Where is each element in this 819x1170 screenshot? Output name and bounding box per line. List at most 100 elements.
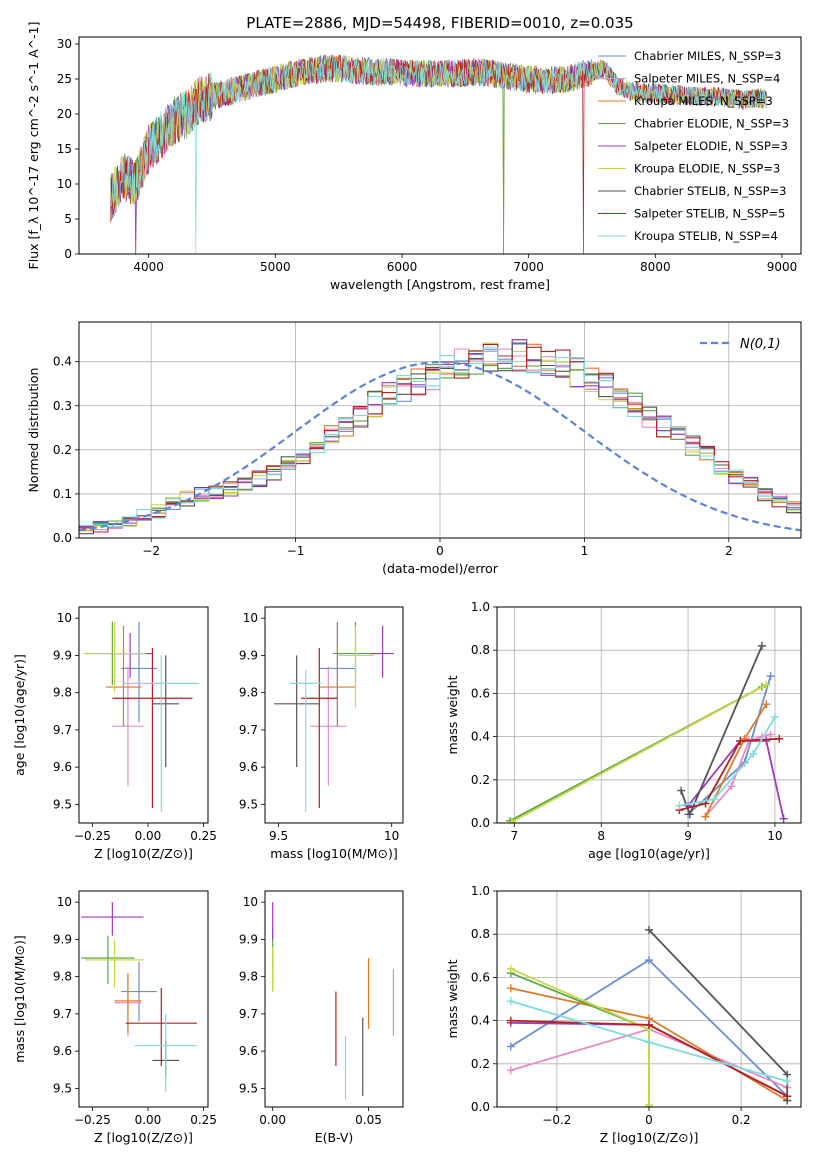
data-point-marker	[675, 801, 684, 810]
data-point-marker	[736, 736, 745, 745]
data-point-marker	[779, 814, 788, 823]
y-axis-label: age [log10(age/yr)]	[12, 654, 27, 776]
legend-entry: Chabrier MILES, N_SSP=3	[634, 49, 781, 63]
y-tick-label: 0.4	[471, 1014, 490, 1028]
y-tick-label: 9.7	[239, 723, 258, 737]
data-point-marker	[762, 736, 771, 745]
legend-entry: Kroupa STELIB, N_SSP=4	[634, 229, 778, 243]
legend-entry: Salpeter MILES, N_SSP=4	[634, 72, 780, 86]
spectrum-series-line	[110, 54, 767, 254]
mass-weight-line	[511, 684, 767, 823]
y-tick-label: 0.6	[471, 970, 490, 984]
y-tick-label: 20	[57, 107, 72, 121]
plot-area	[506, 925, 792, 1107]
axes-frame	[78, 890, 209, 1108]
y-tick-label: 9.5	[239, 1081, 258, 1095]
axes-frame	[78, 606, 209, 824]
x-tick-label: 2	[725, 544, 733, 558]
data-point-marker	[645, 956, 653, 965]
y-axis-label: mass weight	[445, 675, 460, 754]
y-tick-label: 0.0	[53, 531, 72, 545]
residual-histogram-panel: −2 −1 0 1 2 0.0 0.1 0.2 0.3 0.4 (data-model)/error…	[26, 321, 802, 576]
data-point-marker	[766, 672, 775, 681]
y-tick-label: 9.8	[53, 970, 72, 984]
x-axis-label: Z [log10(Z/Z⊙)]	[94, 846, 193, 861]
y-tick-label: 9.5	[239, 797, 258, 811]
x-tick-label: 8000	[640, 260, 671, 274]
axes-frame	[264, 606, 404, 824]
y-tick-label: 9.8	[239, 686, 258, 700]
x-tick-label: 9000	[767, 260, 798, 274]
x-tick-label: 0.2	[732, 1113, 751, 1127]
plot-area	[272, 902, 395, 1100]
y-tick-label: 0.4	[471, 730, 490, 744]
data-point-marker	[710, 795, 719, 804]
data-point-marker	[507, 817, 516, 823]
y-tick-label: 10	[243, 611, 258, 625]
mass-weight-line	[679, 737, 780, 811]
age-vs-metallicity-panel: −0.25 0.00 0.25 9.5 9.6 9.7 9.8 9.9 10 Z [log10(Z…	[12, 606, 217, 861]
x-tick-label: 7	[511, 829, 519, 843]
x-tick-label: 10	[767, 829, 782, 843]
plot-area	[110, 54, 767, 254]
x-tick-label: 9.5	[269, 829, 288, 843]
x-tick-label: 6000	[387, 260, 418, 274]
x-axis-label: Z [log10(Z/Z⊙)]	[600, 1130, 699, 1145]
axes-frame	[78, 36, 802, 255]
x-tick-label: 5000	[260, 260, 291, 274]
spectrum-series-line	[110, 54, 767, 254]
mass-weight-vs-age-panel: 7 8 9 10 0.0 0.2 0.4 0.6 0.8 1.0 age [log10(age/yr…	[445, 600, 802, 861]
y-tick-label: 25	[57, 72, 72, 86]
y-tick-label: 15	[57, 142, 72, 156]
y-tick-label: 5	[64, 212, 72, 226]
plot-area	[79, 339, 801, 535]
data-point-marker	[783, 1092, 792, 1101]
legend-entry: Chabrier STELIB, N_SSP=3	[634, 184, 786, 198]
legend-entry: Kroupa ELODIE, N_SSP=3	[634, 162, 780, 176]
y-tick-label: 0.8	[471, 643, 490, 657]
y-tick-label: 9.6	[239, 760, 258, 774]
legend-entry: Kroupa MILES, N_SSP=3	[634, 94, 773, 108]
data-point-marker	[701, 812, 710, 821]
y-tick-label: 9.8	[239, 970, 258, 984]
axes-frame	[496, 890, 802, 1108]
data-point-marker	[770, 713, 779, 722]
y-tick-label: 1.0	[471, 600, 490, 614]
y-tick-label: 9.5	[53, 1081, 72, 1095]
x-axis-label: mass [log10(M/M⊙)]	[270, 846, 398, 861]
y-tick-label: 9.6	[53, 760, 72, 774]
mass-weight-line	[679, 716, 776, 807]
data-point-marker	[749, 749, 758, 758]
x-axis-label: age [log10(age/yr)]	[588, 846, 710, 861]
data-point-marker	[506, 964, 515, 973]
x-axis-label: (data-model)/error	[382, 561, 499, 576]
y-tick-label: 9.6	[53, 1044, 72, 1058]
x-tick-label: 7000	[513, 260, 544, 274]
y-tick-label: 9.6	[239, 1044, 258, 1058]
plot-area	[81, 902, 197, 1093]
y-tick-label: 9.7	[239, 1007, 258, 1021]
y-tick-label: 0.3	[53, 399, 72, 413]
data-point-marker	[775, 734, 784, 743]
gaussian-reference-curve	[79, 360, 801, 532]
data-point-marker	[506, 984, 515, 993]
y-tick-label: 9.9	[239, 648, 258, 662]
data-point-marker	[506, 997, 515, 1006]
legend-entry: Chabrier ELODIE, N_SSP=3	[634, 117, 789, 131]
x-tick-label: 0.00	[135, 829, 162, 843]
x-tick-label: −2	[142, 544, 160, 558]
chart-title: PLATE=2886, MJD=54498, FIBERID=0010, z=0…	[246, 14, 633, 32]
x-tick-label: 0.25	[190, 829, 217, 843]
y-tick-label: 9.8	[53, 686, 72, 700]
x-tick-label: −0.25	[74, 1113, 111, 1127]
data-point-marker	[506, 1016, 515, 1025]
plot-area	[274, 621, 394, 812]
y-tick-label: 0.1	[53, 487, 72, 501]
y-axis-label: Flux [f_λ 10^-17 erg cm^-2 s^-1 A^-1]	[26, 22, 41, 270]
x-tick-label: 9	[684, 829, 692, 843]
x-tick-label: 0.00	[135, 1113, 162, 1127]
x-tick-label: 1	[581, 544, 589, 558]
x-tick-label: 10	[384, 829, 399, 843]
x-tick-label: −1	[287, 544, 305, 558]
